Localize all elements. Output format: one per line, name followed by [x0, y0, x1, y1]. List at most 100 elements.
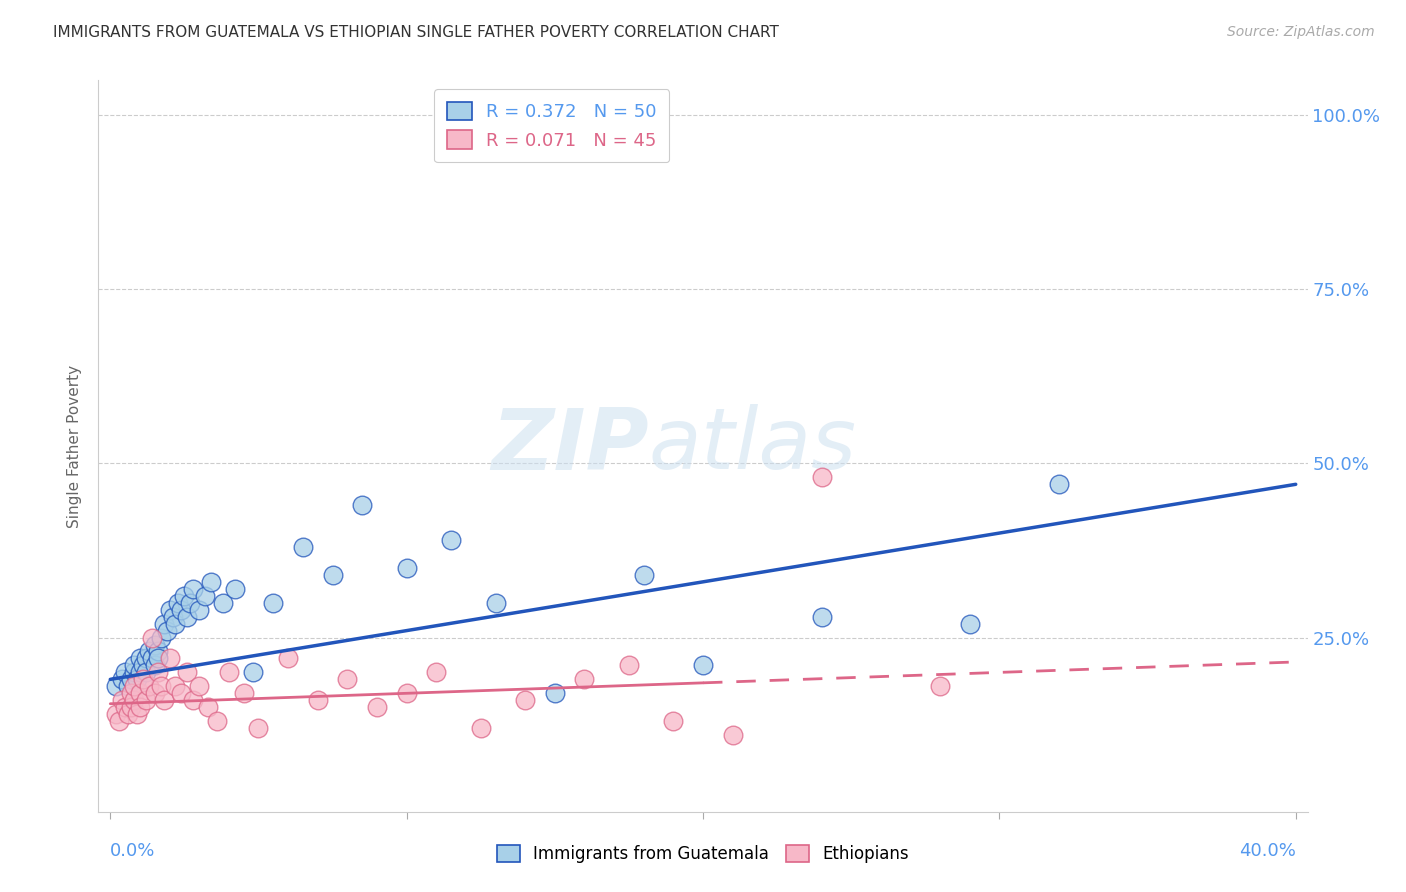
Point	[135, 693, 157, 707]
Point	[224, 582, 246, 596]
Point	[1047, 477, 1070, 491]
Point	[212, 596, 235, 610]
Point	[146, 651, 169, 665]
Text: ZIP: ZIP	[491, 404, 648, 488]
Point	[122, 679, 145, 693]
Point	[159, 603, 181, 617]
Point	[105, 707, 128, 722]
Point	[132, 658, 155, 673]
Point	[470, 721, 492, 735]
Point	[146, 665, 169, 680]
Point	[129, 665, 152, 680]
Point	[146, 644, 169, 658]
Text: Source: ZipAtlas.com: Source: ZipAtlas.com	[1227, 25, 1375, 39]
Point	[143, 658, 166, 673]
Point	[959, 616, 981, 631]
Point	[165, 616, 187, 631]
Point	[165, 679, 187, 693]
Point	[149, 631, 172, 645]
Point	[170, 603, 193, 617]
Point	[291, 540, 314, 554]
Point	[205, 714, 228, 728]
Point	[181, 582, 204, 596]
Point	[120, 673, 142, 687]
Point	[111, 693, 134, 707]
Point	[105, 679, 128, 693]
Point	[515, 693, 537, 707]
Point	[114, 700, 136, 714]
Point	[143, 638, 166, 652]
Point	[692, 658, 714, 673]
Point	[141, 651, 163, 665]
Point	[484, 596, 506, 610]
Point	[170, 686, 193, 700]
Point	[138, 644, 160, 658]
Point	[122, 665, 145, 680]
Text: IMMIGRANTS FROM GUATEMALA VS ETHIOPIAN SINGLE FATHER POVERTY CORRELATION CHART: IMMIGRANTS FROM GUATEMALA VS ETHIOPIAN S…	[53, 25, 779, 40]
Point	[929, 679, 952, 693]
Point	[120, 686, 142, 700]
Point	[114, 665, 136, 680]
Point	[129, 651, 152, 665]
Text: 0.0%: 0.0%	[110, 842, 156, 860]
Point	[194, 589, 217, 603]
Point	[662, 714, 685, 728]
Point	[810, 470, 832, 484]
Point	[135, 665, 157, 680]
Point	[159, 651, 181, 665]
Point	[141, 631, 163, 645]
Point	[138, 679, 160, 693]
Point	[122, 658, 145, 673]
Point	[395, 686, 418, 700]
Point	[129, 686, 152, 700]
Point	[125, 673, 148, 687]
Y-axis label: Single Father Poverty: Single Father Poverty	[67, 365, 83, 527]
Point	[197, 700, 219, 714]
Point	[176, 665, 198, 680]
Point	[181, 693, 204, 707]
Point	[242, 665, 264, 680]
Point	[188, 679, 211, 693]
Point	[617, 658, 640, 673]
Point	[132, 673, 155, 687]
Point	[262, 596, 284, 610]
Point	[143, 686, 166, 700]
Point	[440, 533, 463, 547]
Point	[322, 567, 344, 582]
Point	[111, 673, 134, 687]
Point	[173, 589, 195, 603]
Point	[395, 561, 418, 575]
Point	[810, 609, 832, 624]
Point	[218, 665, 240, 680]
Point	[425, 665, 447, 680]
Point	[179, 596, 201, 610]
Legend: Immigrants from Guatemala, Ethiopians: Immigrants from Guatemala, Ethiopians	[486, 835, 920, 873]
Point	[247, 721, 270, 735]
Point	[162, 609, 184, 624]
Point	[167, 596, 190, 610]
Point	[366, 700, 388, 714]
Text: 40.0%: 40.0%	[1239, 842, 1296, 860]
Point	[108, 714, 131, 728]
Point	[135, 651, 157, 665]
Point	[129, 700, 152, 714]
Point	[117, 707, 139, 722]
Point	[152, 616, 174, 631]
Point	[336, 673, 359, 687]
Point	[352, 498, 374, 512]
Point	[120, 700, 142, 714]
Point	[307, 693, 329, 707]
Point	[200, 574, 222, 589]
Point	[544, 686, 567, 700]
Point	[122, 693, 145, 707]
Point	[232, 686, 254, 700]
Point	[188, 603, 211, 617]
Point	[155, 624, 177, 638]
Text: atlas: atlas	[648, 404, 856, 488]
Point	[574, 673, 596, 687]
Point	[176, 609, 198, 624]
Point	[117, 679, 139, 693]
Legend: R = 0.372   N = 50, R = 0.071   N = 45: R = 0.372 N = 50, R = 0.071 N = 45	[434, 89, 669, 162]
Point	[149, 679, 172, 693]
Point	[152, 693, 174, 707]
